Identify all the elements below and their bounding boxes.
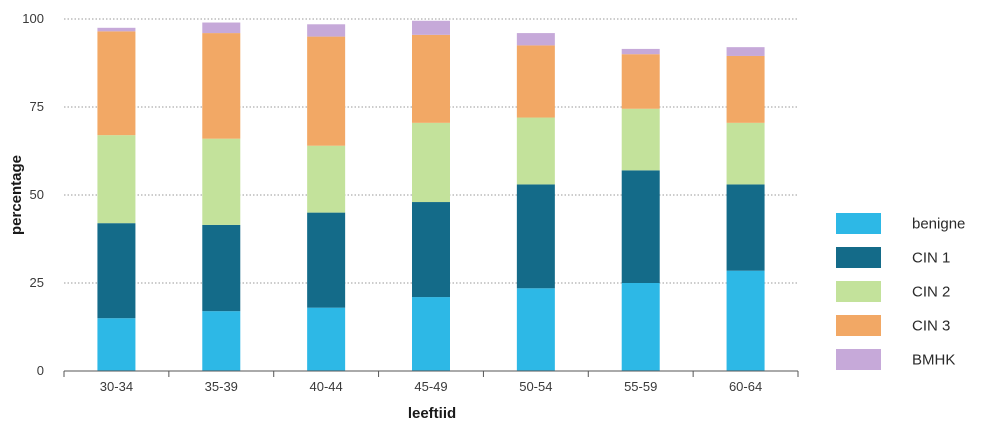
legend-label: benigne — [912, 216, 965, 233]
bar-segment-cin-3 — [516, 45, 555, 118]
bar-segment-benigne — [202, 311, 241, 371]
legend: benigne CIN 1 CIN 2 CIN 3 BMHK — [836, 213, 965, 370]
legend-swatch-bmhk — [836, 349, 881, 370]
bar-segment-bmhk — [726, 47, 765, 56]
bar-segment-benigne — [97, 318, 136, 371]
x-tick-label: 40-44 — [310, 379, 343, 394]
legend-label: CIN 3 — [912, 318, 950, 335]
bar-segment-cin-1 — [726, 184, 765, 271]
y-tick-label: 25 — [30, 275, 44, 290]
y-axis-title: percentage — [8, 155, 25, 235]
bar-segment-bmhk — [621, 48, 660, 55]
legend-label: BMHK — [912, 352, 955, 369]
bar-segment-cin-3 — [621, 54, 660, 109]
bar-segment-cin-1 — [621, 170, 660, 283]
bar-segment-bmhk — [516, 33, 555, 46]
x-tick-label: 60-64 — [729, 379, 762, 394]
legend-swatch-cin-3 — [836, 315, 881, 336]
bar-segment-cin-3 — [97, 31, 136, 136]
bar-segment-cin-1 — [202, 224, 241, 312]
bar-segment-cin-2 — [307, 145, 346, 213]
legend-swatch-cin-2 — [836, 281, 881, 302]
bars — [97, 20, 765, 371]
bar-segment-benigne — [621, 283, 660, 371]
bar-segment-cin-2 — [516, 117, 555, 185]
bar-segment-cin-3 — [202, 33, 241, 139]
axes: 0 25 50 75 100 30-34 35-39 40-44 45-49 50-54 55-59… — [22, 11, 799, 394]
bar-segment-cin-3 — [726, 55, 765, 123]
bar-segment-cin-1 — [307, 212, 346, 308]
y-tick-label: 100 — [22, 11, 44, 26]
bar-segment-bmhk — [307, 24, 346, 37]
x-tick-label: 50-54 — [519, 379, 552, 394]
x-tick-label: 45-49 — [414, 379, 447, 394]
bar-segment-bmhk — [202, 22, 241, 34]
bar-segment-cin-1 — [516, 184, 555, 289]
bar-segment-benigne — [412, 297, 450, 371]
legend-swatch-benigne — [836, 213, 881, 234]
bar-segment-cin-3 — [412, 34, 450, 123]
x-tick-label: 35-39 — [205, 379, 238, 394]
y-tick-label: 75 — [30, 99, 44, 114]
legend-label: CIN 1 — [912, 250, 950, 267]
y-tick-label: 50 — [30, 187, 44, 202]
x-tick-label: 30-34 — [100, 379, 133, 394]
x-axis-title: leeftiid — [408, 405, 456, 422]
bar-segment-cin-2 — [97, 135, 136, 224]
bar-segment-cin-2 — [726, 122, 765, 185]
bar-segment-bmhk — [97, 27, 136, 32]
bar-segment-cin-1 — [97, 223, 136, 319]
bar-segment-benigne — [726, 270, 765, 371]
bar-segment-benigne — [307, 307, 346, 371]
x-tick-label: 55-59 — [624, 379, 657, 394]
y-tick-label: 0 — [37, 363, 44, 378]
bar-segment-cin-2 — [621, 108, 660, 171]
bar-segment-cin-1 — [412, 202, 450, 298]
legend-swatch-cin-1 — [836, 247, 881, 268]
bar-segment-cin-2 — [202, 138, 241, 225]
bar-segment-cin-2 — [412, 122, 450, 203]
bar-segment-cin-3 — [307, 36, 346, 146]
bar-segment-bmhk — [412, 20, 450, 35]
legend-label: CIN 2 — [912, 284, 950, 301]
bar-segment-benigne — [516, 288, 555, 371]
